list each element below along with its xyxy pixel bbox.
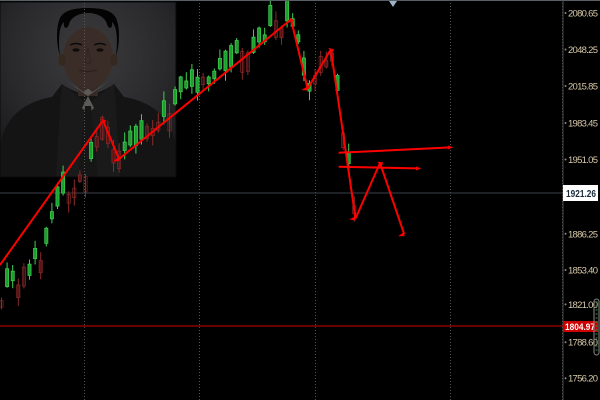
svg-text:1886.25: 1886.25 xyxy=(568,229,598,240)
svg-text:2048.25: 2048.25 xyxy=(568,45,598,56)
svg-text:1804.97: 1804.97 xyxy=(565,322,595,333)
svg-text:1951.05: 1951.05 xyxy=(568,155,598,166)
svg-text:2080.65: 2080.65 xyxy=(568,9,598,20)
svg-text:2015.85: 2015.85 xyxy=(568,82,598,93)
svg-text:1921.26: 1921.26 xyxy=(566,189,596,200)
svg-text:1983.45: 1983.45 xyxy=(568,119,598,130)
svg-text:1756.20: 1756.20 xyxy=(568,374,598,385)
svg-text:1853.40: 1853.40 xyxy=(568,266,598,277)
